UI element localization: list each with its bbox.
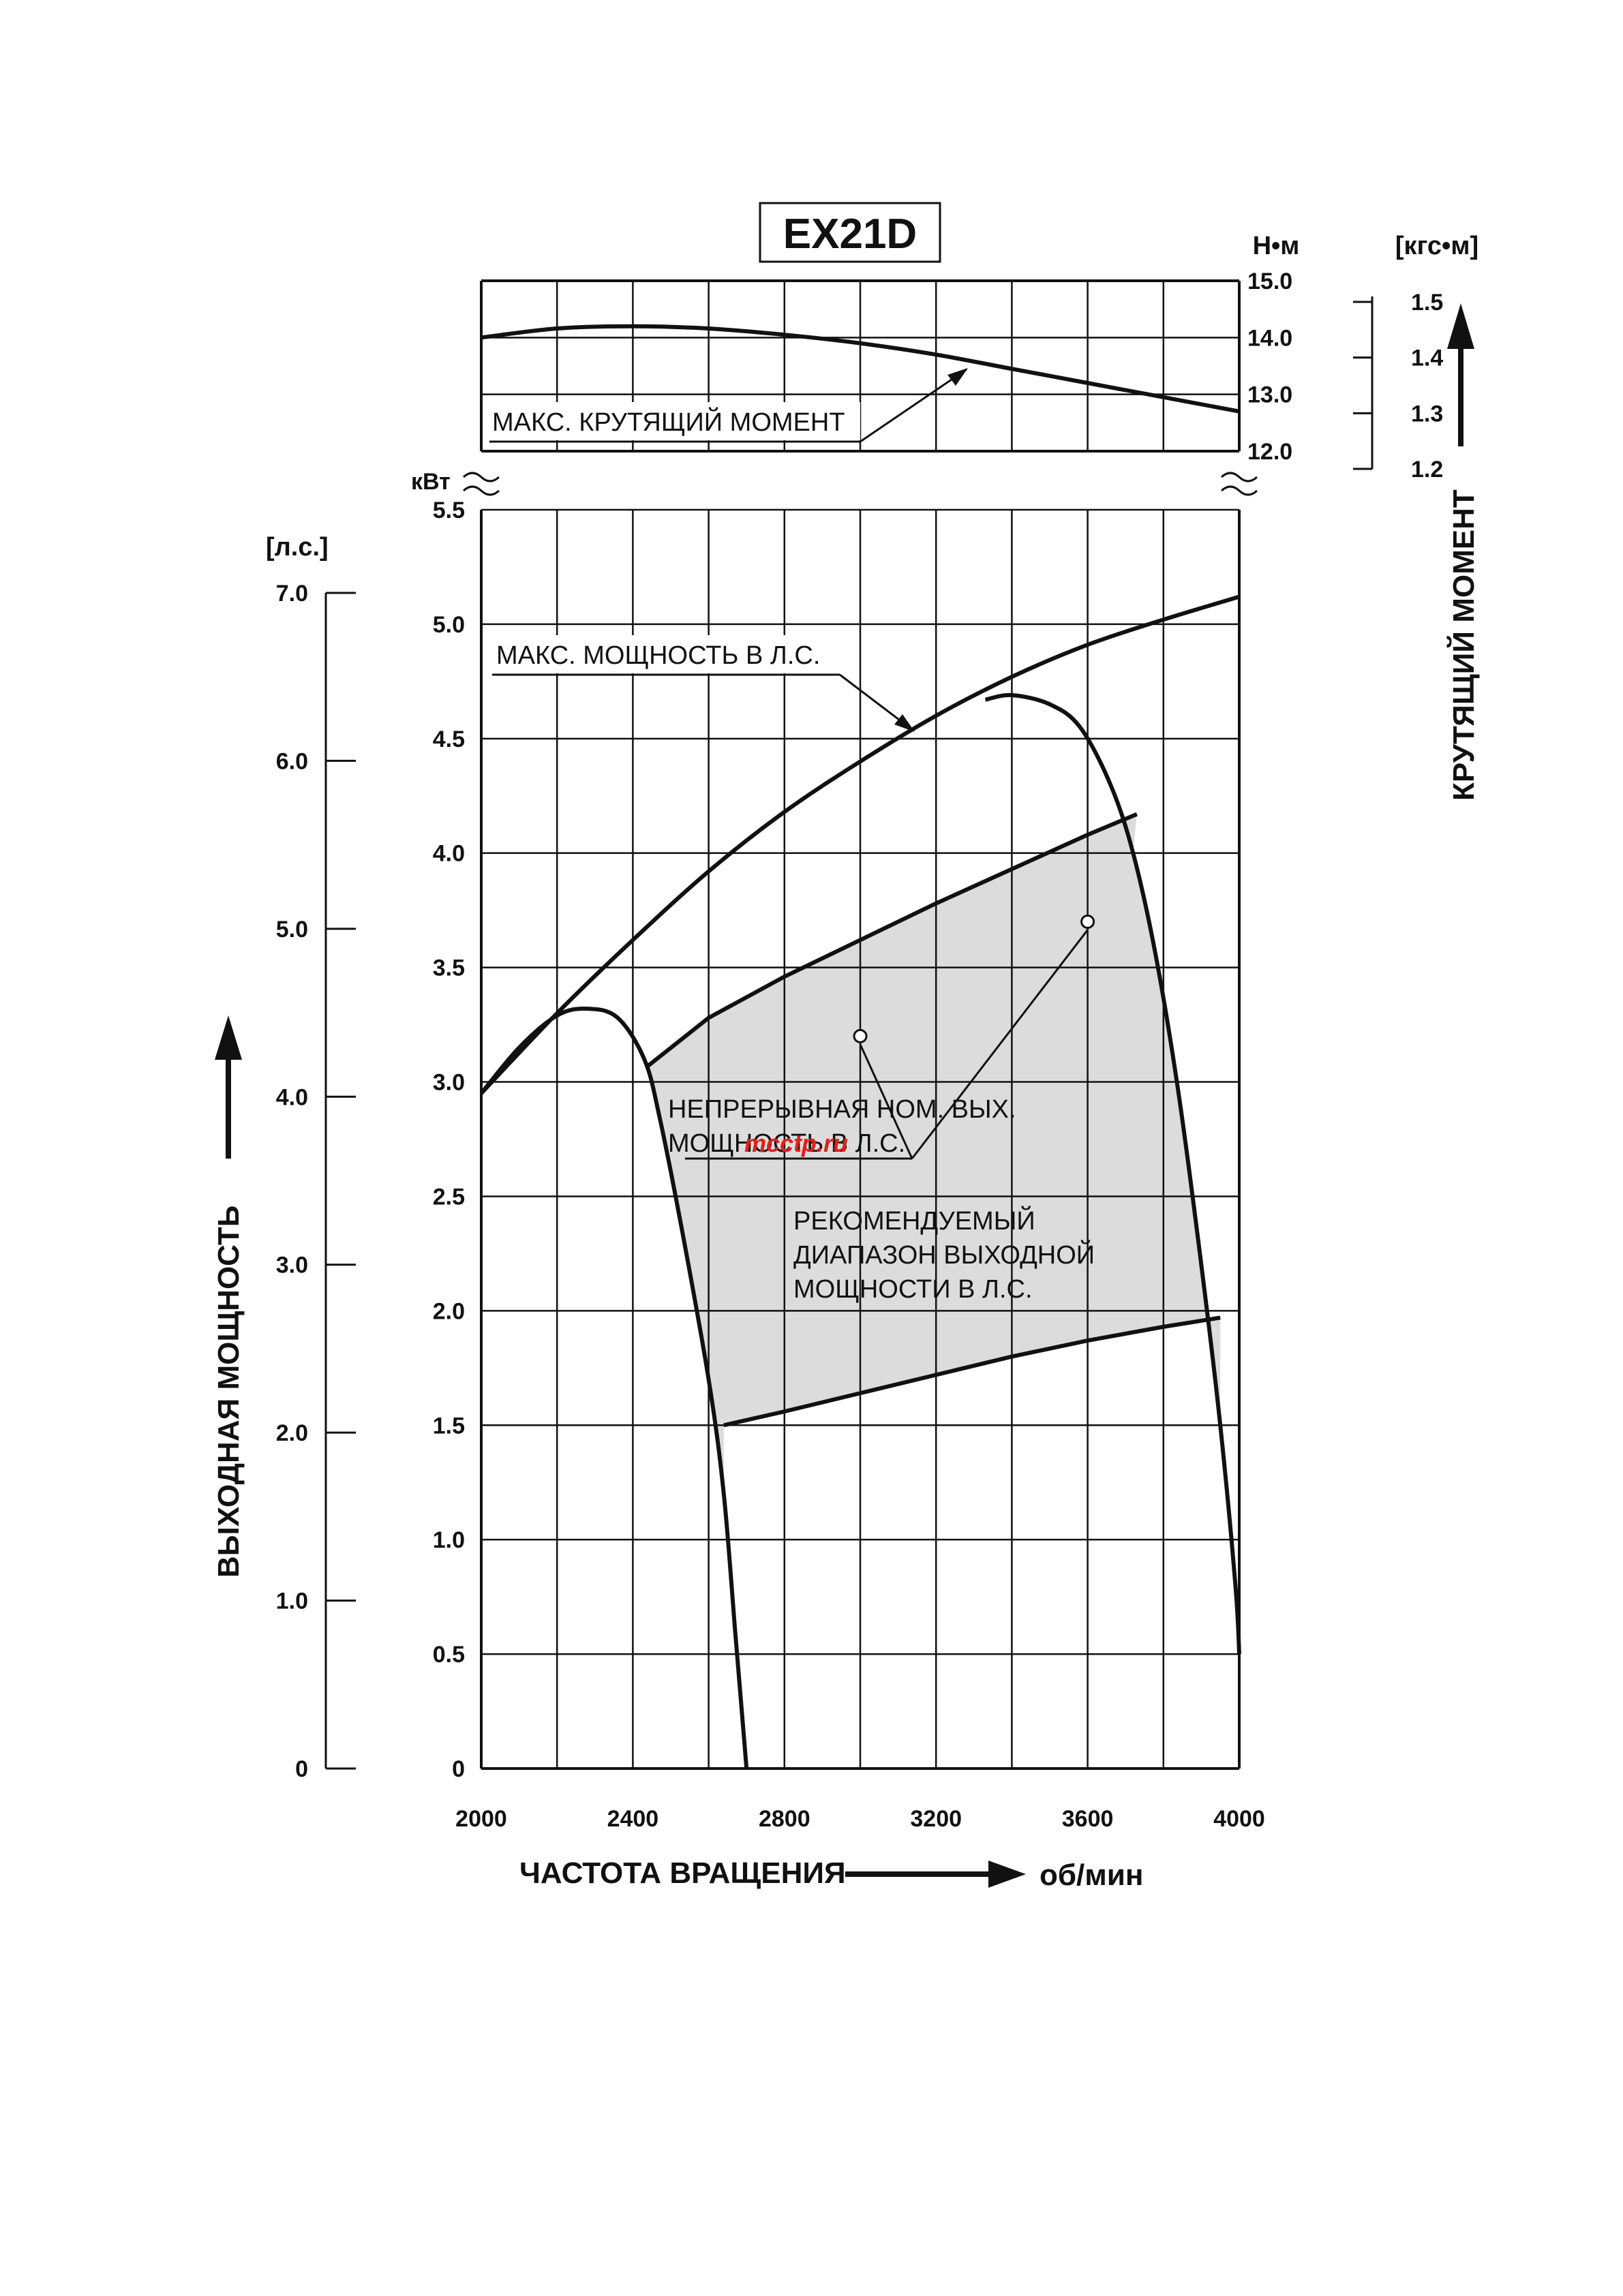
hp-tick-label: 6.0 — [276, 748, 308, 774]
series-line-2 — [479, 1006, 749, 1769]
x-axis-title: ЧАСТОТА ВРАЩЕНИЯ — [519, 1856, 846, 1890]
recommended-range-label-line-2: ДИАПАЗОН ВЫХОДНОЙ — [793, 1239, 1095, 1270]
watermark-text: mcctp.ru — [744, 1129, 848, 1157]
hp-tick-label: 2.0 — [276, 1420, 308, 1446]
hp-tick-label: 4.0 — [276, 1084, 308, 1110]
max-power-curve-label: МАКС. МОЩНОСТЬ В Л.С. — [496, 641, 820, 670]
x-axis-arrow — [845, 1861, 1026, 1888]
x-tick-label: 2800 — [759, 1806, 810, 1832]
x-tick-label: 4000 — [1213, 1806, 1265, 1832]
kw-tick-label: 4.5 — [433, 726, 465, 752]
hp-tick-label: 1.0 — [276, 1589, 308, 1614]
recommended-range-label-line-3: МОЩНОСТИ В Л.С. — [793, 1275, 1033, 1304]
kgfm-tick-label: 1.5 — [1411, 290, 1443, 316]
continuous-leader-1 — [859, 1043, 913, 1159]
series-line-1 — [479, 594, 1240, 1095]
chart-title-box — [759, 202, 941, 263]
kw-tick-label: 1.0 — [433, 1527, 465, 1553]
series-line-3 — [984, 692, 1241, 1655]
recommended-range-fill — [644, 814, 1221, 1495]
kw-tick-label: 5.5 — [433, 498, 465, 523]
axis-break-left — [462, 472, 500, 496]
max-power-leader-arrowhead — [894, 714, 915, 732]
kgfm-tick-label: 1.3 — [1411, 401, 1443, 427]
x-tick-label: 3200 — [910, 1806, 962, 1832]
kgfm-tick-label: 1.4 — [1411, 346, 1443, 371]
torque-curve-label: МАКС. КРУТЯЩИЙ МОМЕНТ — [492, 406, 845, 437]
kw-tick-label: 2.5 — [433, 1184, 465, 1210]
nm-tick-label: 14.0 — [1247, 325, 1292, 351]
kw-tick-label: 3.0 — [433, 1070, 465, 1096]
x-tick-label: 2400 — [607, 1806, 659, 1832]
recommended-range-label-line-1: РЕКОМЕНДУЕМЫЙ — [793, 1205, 1035, 1236]
axis-break-left-mask — [462, 472, 500, 496]
kw-tick-label: 1.5 — [433, 1413, 465, 1439]
x-axis-unit: об/мин — [1040, 1858, 1143, 1892]
hp-tick-label: 7.0 — [276, 581, 308, 607]
kw-tick-label: 2.0 — [433, 1298, 465, 1324]
kw-tick-label: 0.5 — [433, 1642, 465, 1668]
chart-title: EX21D — [783, 211, 917, 258]
recommended-range-region — [644, 814, 1221, 1495]
tick-layer: 2000 2400 2800 3200 3600 4000 0 0.5 1.0 1.5 2.0 2.5… — [276, 269, 1444, 1832]
torque-label-bg — [489, 402, 860, 440]
series-line-0 — [481, 324, 1240, 414]
series-line-5 — [723, 1315, 1221, 1428]
series-layer — [479, 324, 1241, 1769]
axis-break-right-mask — [1220, 472, 1258, 496]
hp-tick-label: 5.0 — [276, 917, 308, 943]
hp-tick-label: 0 — [295, 1756, 308, 1782]
continuous-point-marker-1 — [853, 1028, 868, 1043]
kw-tick-label: 0 — [452, 1756, 465, 1782]
axis-break-right — [1220, 472, 1258, 496]
y-axis-power-title: ВЫХОДНАЯ МОЩНОСТЬ — [212, 1206, 245, 1578]
continuous-point-marker-2 — [1080, 914, 1095, 929]
torque-leader — [860, 368, 967, 443]
kw-tick-label: 4.0 — [433, 841, 465, 867]
power-hp-unit: [л.с.] — [266, 533, 329, 562]
torque-nm-unit: Н•м — [1253, 232, 1300, 260]
kw-tick-label: 3.5 — [433, 955, 465, 981]
y-axis-power-arrow — [215, 1015, 242, 1159]
grid — [462, 279, 1258, 1770]
torque-leader-arrowhead — [947, 368, 968, 386]
kw-tick-label: 5.0 — [433, 612, 465, 638]
power-kw-unit: кВт — [411, 469, 451, 495]
nm-tick-label: 15.0 — [1247, 269, 1292, 294]
x-tick-label: 2000 — [455, 1806, 507, 1832]
hp-tick-label: 3.0 — [276, 1253, 308, 1279]
max-power-label-bg — [492, 635, 833, 673]
annotation-layer: МАКС. КРУТЯЩИЙ МОМЕНТ МАКС. МОЩНОСТЬ В Л.… — [489, 368, 1095, 1304]
torque-kgfm-unit: [кгс•м] — [1395, 232, 1478, 260]
continuous-label-line-1: НЕПРЕРЫВНАЯ НОМ. ВЫХ. — [668, 1095, 1016, 1124]
continuous-leader-2 — [911, 929, 1089, 1159]
continuous-label-line-2: МОЩНОСТЬ В Л.С. — [668, 1129, 905, 1158]
nm-tick-label: 12.0 — [1247, 439, 1292, 465]
x-tick-label: 3600 — [1062, 1806, 1114, 1832]
series-line-4 — [646, 812, 1138, 1068]
y-axis-torque-arrow — [1447, 303, 1474, 446]
nm-tick-label: 13.0 — [1247, 382, 1292, 408]
y-axis-torque-title: КРУТЯЩИЙ МОМЕНТ — [1446, 489, 1481, 801]
kgfm-tick-label: 1.2 — [1411, 457, 1443, 483]
